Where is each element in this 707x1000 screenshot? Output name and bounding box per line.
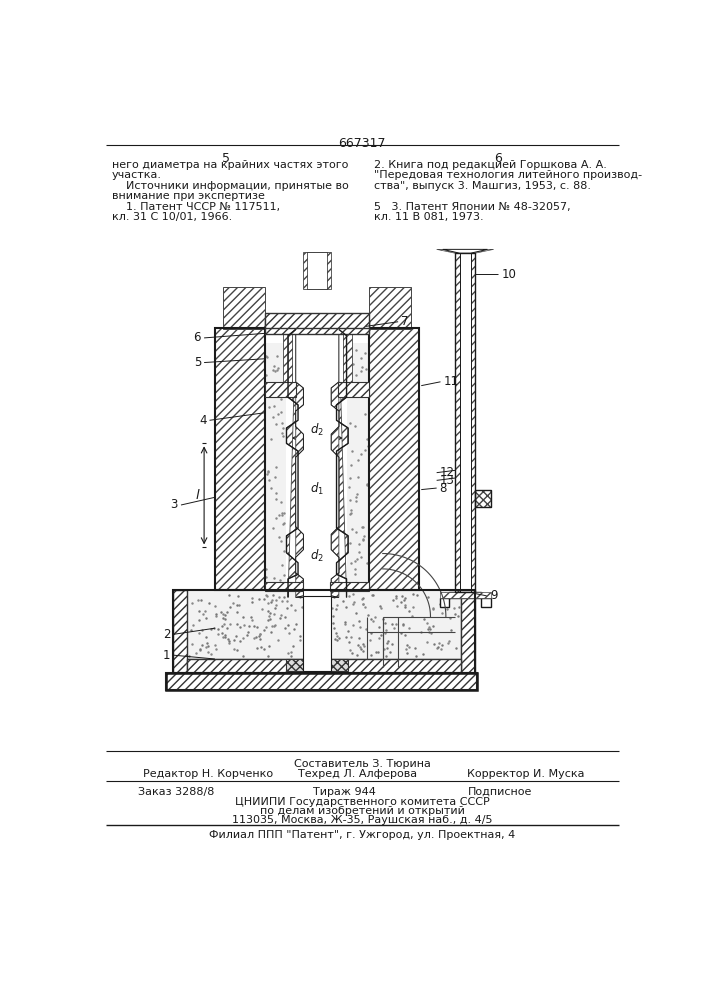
Bar	[173, 590, 475, 673]
Text: l: l	[196, 489, 199, 502]
Text: 4: 4	[199, 414, 206, 427]
Text: $d_2$: $d_2$	[310, 422, 325, 438]
Bar	[223, 287, 265, 329]
Text: 12: 12	[440, 466, 455, 479]
Bar	[215, 328, 265, 590]
Bar	[455, 253, 460, 592]
Bar	[369, 328, 419, 590]
Text: кл. 11 В 081, 1973.: кл. 11 В 081, 1973.	[373, 212, 483, 222]
Bar	[330, 582, 369, 591]
Text: 7: 7	[402, 315, 409, 328]
Text: кл. 31 С 10/01, 1966.: кл. 31 С 10/01, 1966.	[112, 212, 232, 222]
Text: 113035, Москва, Ж-35, Раушская наб., д. 4/5: 113035, Москва, Ж-35, Раушская наб., д. …	[232, 815, 492, 825]
Text: $d_2$: $d_2$	[310, 547, 325, 564]
Bar	[265, 382, 296, 397]
Polygon shape	[187, 590, 461, 659]
Text: 5: 5	[194, 356, 201, 369]
Polygon shape	[265, 343, 286, 590]
Text: 5   3. Патент Японии № 48-32057,: 5 3. Патент Японии № 48-32057,	[373, 202, 570, 212]
Text: 10: 10	[501, 267, 516, 280]
Bar	[461, 590, 475, 673]
Text: ЦНИИПИ Государственного комитета СССР: ЦНИИПИ Государственного комитета СССР	[235, 797, 489, 807]
Text: Подписное: Подписное	[467, 787, 532, 797]
Bar	[265, 582, 303, 591]
Bar	[440, 592, 491, 598]
Bar	[303, 596, 331, 671]
Text: 11: 11	[443, 375, 459, 388]
Text: ства", выпуск 3. Машгиз, 1953, с. 88.: ства", выпуск 3. Машгиз, 1953, с. 88.	[373, 181, 590, 191]
Text: 3: 3	[170, 498, 178, 512]
Text: 13: 13	[440, 474, 455, 487]
Bar	[187, 659, 461, 673]
Bar	[215, 328, 265, 590]
Bar	[460, 253, 471, 592]
Bar	[265, 312, 369, 328]
Bar	[475, 490, 491, 507]
Bar	[303, 252, 331, 289]
Bar	[283, 329, 352, 382]
Text: Филиал ППП "Патент", г. Ужгород, ул. Проектная, 4: Филиал ППП "Патент", г. Ужгород, ул. Про…	[209, 830, 515, 840]
Text: внимание при экспертизе: внимание при экспертизе	[112, 191, 264, 201]
Text: 1: 1	[163, 649, 170, 662]
Text: 6: 6	[194, 331, 201, 344]
Text: него диаметра на крайних частях этого: него диаметра на крайних частях этого	[112, 160, 348, 170]
Bar	[475, 490, 491, 507]
Bar	[286, 659, 348, 671]
Bar	[165, 673, 477, 690]
Text: Корректор И. Муска: Корректор И. Муска	[467, 769, 585, 779]
Bar	[455, 253, 475, 592]
Text: участка.: участка.	[112, 170, 162, 180]
Bar	[369, 328, 419, 590]
Polygon shape	[440, 592, 491, 607]
Text: 9: 9	[490, 589, 497, 602]
Text: Заказ 3288/8: Заказ 3288/8	[138, 787, 214, 797]
Text: 2: 2	[163, 628, 170, 641]
Bar	[338, 382, 369, 397]
Text: "Передовая технология литейного производ-: "Передовая технология литейного производ…	[373, 170, 642, 180]
Polygon shape	[296, 329, 339, 597]
Bar	[369, 287, 411, 329]
Text: по делам изобретений и открытий: по делам изобретений и открытий	[259, 806, 464, 816]
Polygon shape	[347, 343, 369, 590]
Text: 6: 6	[494, 152, 502, 165]
Text: 5: 5	[223, 152, 230, 165]
Text: 1. Патент ЧССР № 117511,: 1. Патент ЧССР № 117511,	[112, 202, 280, 212]
Polygon shape	[286, 329, 303, 597]
Polygon shape	[443, 249, 487, 253]
Bar	[165, 673, 477, 690]
Text: Источники информации, принятые во: Источники информации, принятые во	[112, 181, 349, 191]
Text: $d_1$: $d_1$	[310, 481, 325, 497]
Bar	[471, 253, 475, 592]
Bar	[265, 320, 369, 334]
Bar	[292, 329, 343, 382]
Polygon shape	[471, 249, 493, 253]
Text: 2. Книга под редакцией Горшкова А. А.: 2. Книга под редакцией Горшкова А. А.	[373, 160, 607, 170]
Bar	[173, 590, 187, 673]
Text: Техред Л. Алферова: Техред Л. Алферова	[298, 769, 417, 779]
Text: Редактор Н. Корченко: Редактор Н. Корченко	[143, 769, 273, 779]
Polygon shape	[437, 249, 460, 253]
Text: 8: 8	[440, 482, 447, 495]
Text: 667317: 667317	[338, 137, 386, 150]
Polygon shape	[331, 329, 348, 597]
Text: Тираж 944: Тираж 944	[313, 787, 376, 797]
Bar	[308, 252, 327, 289]
Text: Составитель З. Тюрина: Составитель З. Тюрина	[293, 759, 431, 769]
